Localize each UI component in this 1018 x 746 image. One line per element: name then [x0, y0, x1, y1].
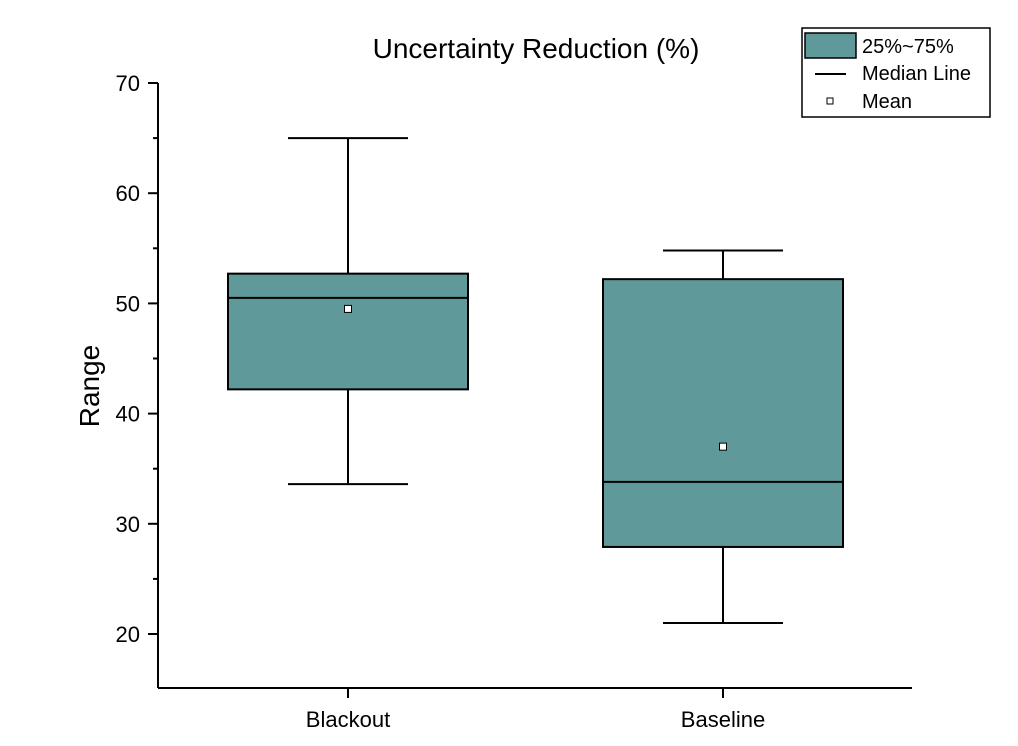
legend-mean-marker — [826, 97, 834, 105]
mean-marker — [344, 304, 352, 313]
y-axis-label: Range — [74, 345, 105, 428]
x-tick-label: Blackout — [306, 707, 390, 732]
legend-label-mean: Mean — [862, 91, 912, 113]
y-tick-label: 70 — [116, 71, 140, 96]
iqr-box — [602, 278, 844, 548]
legend: 25%~75% Median Line Mean — [801, 27, 991, 118]
iqr-box — [227, 272, 469, 391]
y-tick-label: 40 — [116, 402, 140, 427]
y-tick-label: 50 — [116, 291, 140, 316]
y-tick-label: 20 — [116, 622, 140, 647]
y-tick-label: 60 — [116, 181, 140, 206]
legend-label-quartile: 25%~75% — [862, 36, 954, 58]
x-tick-label: Baseline — [681, 707, 765, 732]
mean-marker — [719, 442, 727, 451]
legend-label-median: Median Line — [862, 63, 971, 85]
y-tick-label: 30 — [116, 512, 140, 537]
plot-area: 20 30 40 50 60 70 Blackout Baseline — [116, 71, 912, 732]
legend-box-swatch — [804, 32, 857, 59]
chart-title: Uncertainty Reduction (%) — [373, 33, 700, 64]
